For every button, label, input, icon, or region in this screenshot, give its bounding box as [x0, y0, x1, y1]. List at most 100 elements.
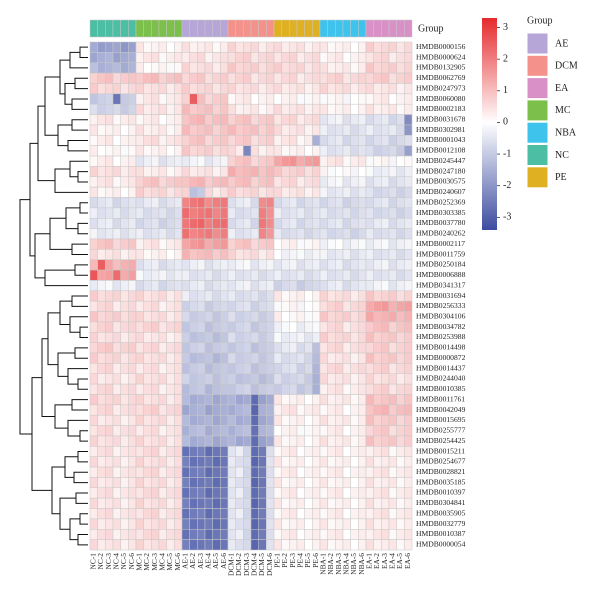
heatmap-cell	[197, 508, 206, 520]
heatmap-cell	[243, 321, 252, 333]
heatmap-cell	[135, 446, 144, 457]
heatmap-cell	[273, 52, 282, 63]
heatmap-cell	[319, 228, 328, 240]
heatmap-cell	[312, 280, 321, 292]
heatmap-cell	[289, 539, 298, 551]
heatmap-cell	[250, 529, 259, 540]
heatmap-cell	[289, 290, 298, 302]
heatmap-cell	[204, 238, 213, 250]
heatmap-cell	[388, 539, 397, 551]
heatmap-cell	[342, 145, 351, 157]
heatmap-cell	[273, 207, 282, 219]
heatmap-cell	[97, 72, 106, 84]
heatmap-cell	[266, 269, 275, 281]
group-annotation-cell	[250, 19, 259, 38]
heatmap-cell	[212, 539, 221, 551]
heatmap-cell	[258, 93, 267, 105]
heatmap-cell	[151, 456, 160, 468]
heatmap-cell	[250, 217, 259, 229]
heatmap-cell	[373, 446, 382, 457]
heatmap-cell	[189, 269, 198, 281]
heatmap-cell	[158, 456, 167, 468]
colorbar-tick-label: 0	[503, 117, 508, 128]
column-label: AE-6	[219, 553, 228, 569]
heatmap-cell	[197, 342, 206, 354]
heatmap-cell	[281, 518, 290, 530]
heatmap-cell	[396, 529, 405, 540]
heatmap-cell	[97, 332, 106, 343]
heatmap-cell	[120, 425, 129, 437]
heatmap-cell	[166, 311, 175, 323]
heatmap-cell	[189, 466, 198, 478]
heatmap-cell	[89, 280, 98, 292]
heatmap-cell	[350, 311, 359, 323]
heatmap-cell	[158, 249, 167, 260]
heatmap-cell	[174, 508, 183, 520]
heatmap-cell	[212, 93, 221, 105]
heatmap-cell	[396, 249, 405, 260]
heatmap-cell	[89, 363, 98, 375]
heatmap-cell	[404, 176, 413, 188]
heatmap-cell	[327, 487, 336, 499]
heatmap-cell	[135, 83, 144, 95]
heatmap-cell	[166, 300, 175, 312]
heatmap-cell	[143, 487, 152, 499]
heatmap-cell	[89, 394, 98, 406]
heatmap-cell	[312, 363, 321, 375]
heatmap-cell	[189, 290, 198, 302]
heatmap-cell	[319, 529, 328, 540]
heatmap-cell	[112, 373, 121, 385]
heatmap-cell	[212, 404, 221, 416]
heatmap-cell	[181, 394, 190, 406]
heatmap-cell	[174, 363, 183, 375]
heatmap-cell	[281, 103, 290, 115]
heatmap-cell	[158, 280, 167, 292]
heatmap-cell	[227, 466, 236, 478]
heatmap-cell	[312, 155, 321, 167]
heatmap-cell	[105, 497, 114, 509]
heatmap-cell	[197, 155, 206, 167]
heatmap-cell	[189, 394, 198, 406]
heatmap-cell	[105, 342, 114, 354]
heatmap-cell	[296, 383, 305, 395]
heatmap-cell	[373, 518, 382, 530]
heatmap-cell	[151, 269, 160, 281]
heatmap-cell	[105, 508, 114, 520]
heatmap-cell	[250, 487, 259, 499]
heatmap-cell	[97, 497, 106, 509]
heatmap-cell	[319, 290, 328, 302]
heatmap-cell	[404, 103, 413, 115]
heatmap-cell	[342, 518, 351, 530]
heatmap-cell	[312, 456, 321, 468]
heatmap-cell	[388, 114, 397, 126]
heatmap-cell	[281, 155, 290, 167]
heatmap-cell	[135, 280, 144, 292]
heatmap-cell	[112, 425, 121, 437]
heatmap-cell	[396, 539, 405, 551]
heatmap-cell	[304, 290, 313, 302]
heatmap-cell	[166, 155, 175, 167]
heatmap-cell	[327, 404, 336, 416]
heatmap-cell	[250, 332, 259, 343]
heatmap-cell	[212, 280, 221, 292]
heatmap-cell	[97, 529, 106, 540]
heatmap-cell	[212, 363, 221, 375]
heatmap-cell	[227, 487, 236, 499]
heatmap-cell	[197, 249, 206, 260]
column-label: PE-3	[288, 553, 297, 568]
column-label: NBA-3	[334, 553, 343, 575]
heatmap-cell	[204, 186, 213, 198]
heatmap-cell	[335, 373, 344, 385]
heatmap-cell	[189, 197, 198, 209]
heatmap-cell	[258, 518, 267, 530]
heatmap-cell	[105, 477, 114, 489]
heatmap-cell	[335, 176, 344, 188]
heatmap-cell	[151, 176, 160, 188]
heatmap-cell	[373, 62, 382, 74]
heatmap-cell	[143, 508, 152, 520]
group-annotation-cell	[181, 19, 190, 38]
heatmap-cell	[296, 363, 305, 375]
heatmap-cell	[220, 186, 229, 198]
heatmap-cell	[350, 290, 359, 302]
heatmap-cell	[151, 228, 160, 240]
